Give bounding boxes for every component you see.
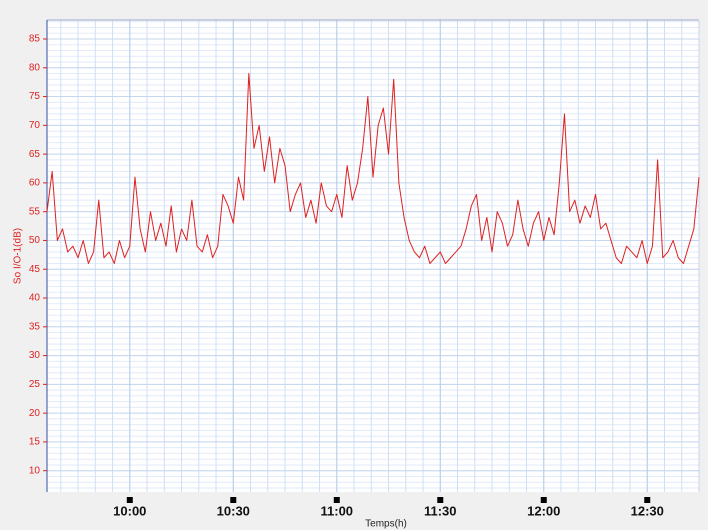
x-tick-label: 10:00 (113, 503, 146, 518)
y-tick-label: 25 (29, 379, 41, 390)
x-tick (644, 497, 651, 503)
y-tick-label: 15 (29, 437, 41, 448)
y-tick-label: 65 (29, 149, 41, 160)
y-tick-label: 35 (29, 321, 41, 332)
y-axis-label: So I/O-1(dB) (13, 228, 24, 284)
data-line (46, 73, 700, 264)
x-tick (126, 497, 133, 503)
x-tick-label: 12:00 (527, 503, 560, 518)
x-tick-label: 10:30 (217, 503, 250, 518)
y-tick-label: 80 (29, 62, 41, 73)
x-tick (540, 497, 547, 503)
y-tick-label: 75 (29, 91, 41, 102)
y-tick-label: 70 (29, 120, 41, 131)
x-axis-label: Temps(h) (365, 519, 407, 530)
x-tick (437, 497, 444, 503)
x-tick (333, 497, 340, 503)
y-tick-label: 40 (29, 293, 41, 304)
y-tick-label: 45 (29, 264, 41, 275)
y-tick-label: 10 (29, 465, 41, 476)
x-tick-label: 11:00 (321, 503, 354, 518)
y-tick-label: 85 (29, 34, 41, 45)
y-tick-label: 20 (29, 408, 41, 419)
y-tick-label: 30 (29, 350, 41, 361)
y-tick-label: 60 (29, 178, 41, 189)
x-tick-label: 11:30 (424, 503, 457, 518)
y-tick-label: 55 (29, 206, 41, 217)
x-tick-label: 12:30 (631, 503, 664, 518)
x-tick (230, 497, 237, 503)
y-tick-label: 50 (29, 235, 41, 246)
